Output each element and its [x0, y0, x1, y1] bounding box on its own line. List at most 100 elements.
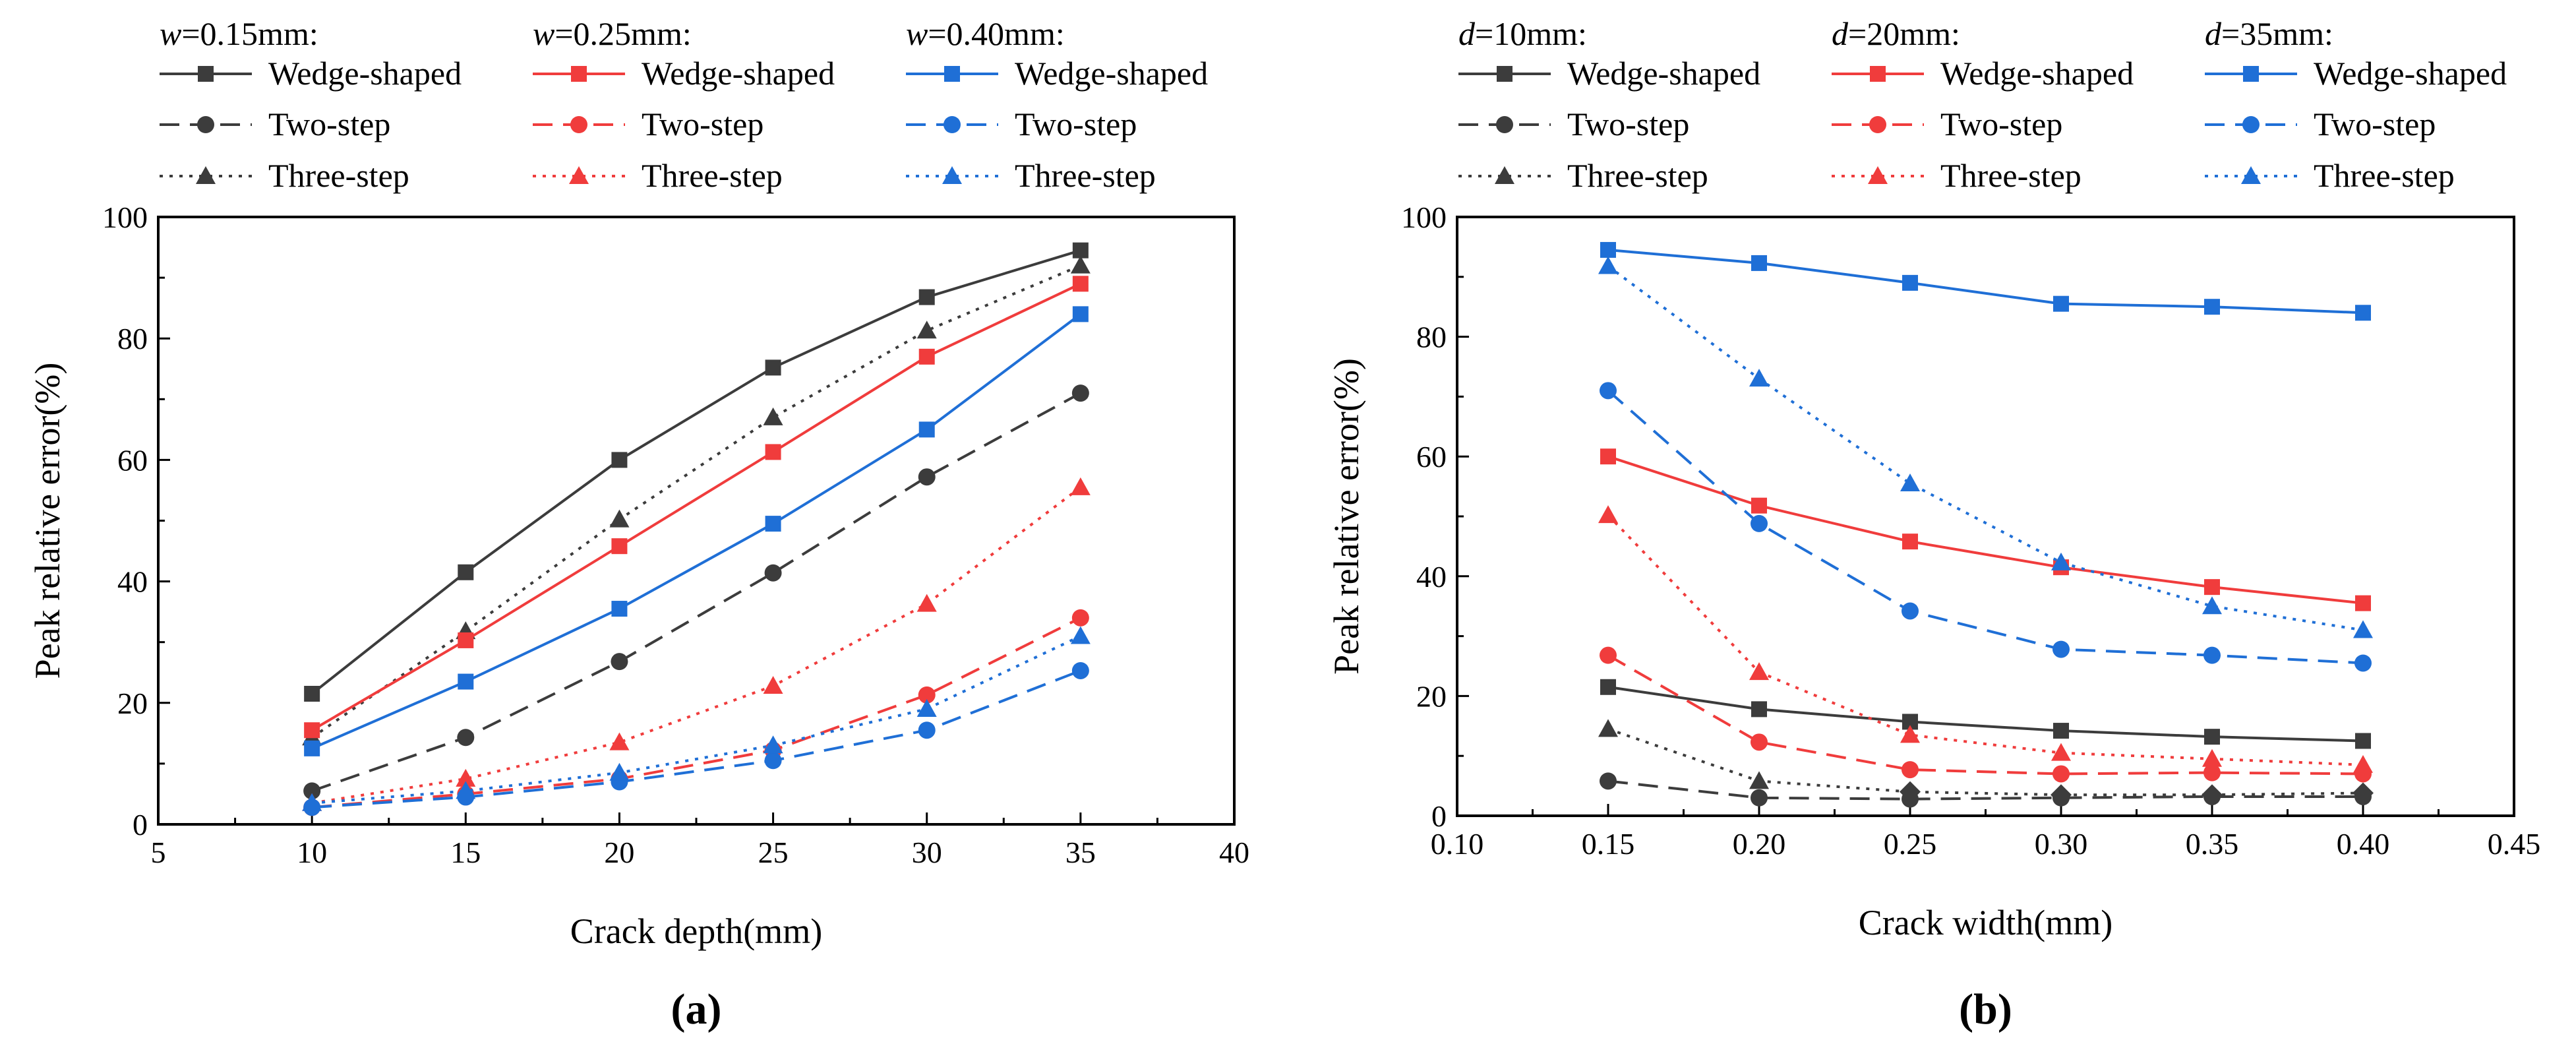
x-tick-label: 10	[297, 836, 327, 869]
data-point	[918, 289, 935, 305]
data-point	[916, 699, 937, 718]
y-tick-label: 80	[1416, 321, 1447, 354]
legend-entry: Three-step	[642, 157, 783, 194]
y-tick-label: 0	[1431, 799, 1447, 833]
series-1-solid	[1600, 448, 2371, 611]
data-point	[1900, 474, 1920, 492]
data-point	[1598, 256, 1618, 274]
data-point	[765, 516, 781, 532]
x-tick-label: 0.10	[1431, 827, 1484, 861]
series-line	[1607, 780, 2363, 801]
series-line	[312, 669, 1081, 809]
data-point	[1600, 772, 1617, 790]
legend-value: =35mm:	[2221, 15, 2333, 52]
x-tick-label: 0.25	[1884, 827, 1937, 861]
series-0-solid	[1600, 679, 2371, 749]
data-point	[304, 685, 320, 702]
series-1-dashed	[1600, 646, 2372, 783]
data-point	[457, 729, 475, 747]
legend-variable: w	[906, 15, 928, 52]
data-point	[2355, 733, 2371, 749]
legend-marker	[569, 166, 589, 184]
legend-entry: Two-step	[1567, 106, 1689, 142]
legend-value: =0.25mm:	[554, 15, 691, 52]
x-tick-label: 40	[1219, 836, 1249, 869]
data-point	[2053, 723, 2069, 739]
data-point	[609, 762, 630, 781]
x-tick-label: 20	[604, 836, 634, 869]
data-point	[2202, 749, 2222, 767]
data-point	[1751, 733, 1768, 751]
series-line	[311, 264, 1081, 739]
legend-marker	[1497, 66, 1513, 82]
x-tick-label: 30	[912, 836, 942, 869]
data-point	[458, 564, 474, 580]
x-tick-label: 0.35	[2186, 827, 2239, 861]
x-tick-label: 5	[151, 836, 166, 869]
y-tick-label: 40	[117, 565, 148, 599]
series-line	[1607, 514, 2364, 766]
legend-marker	[1868, 166, 1888, 184]
x-tick-label: 0.45	[2488, 827, 2541, 861]
data-point	[1902, 274, 1918, 291]
data-point	[1070, 626, 1091, 644]
series-0-dashed	[1600, 772, 2372, 808]
legend-group-heading: w=0.25mm:	[533, 15, 692, 52]
data-point	[1072, 306, 1089, 322]
y-tick-label: 20	[1416, 679, 1447, 713]
data-point	[1902, 534, 1918, 550]
data-point	[611, 601, 628, 617]
legend-marker	[571, 66, 587, 82]
legend-group-1: d=20mm:Wedge-shaped Two-step Three-step	[1832, 15, 2134, 194]
y-tick-label: 100	[102, 200, 148, 234]
legend-group-heading: w=0.40mm:	[906, 15, 1065, 52]
series-line	[1607, 248, 2364, 315]
data-point	[1902, 761, 1919, 779]
data-point	[763, 407, 783, 425]
data-point	[2353, 620, 2373, 638]
legend-marker	[196, 166, 216, 184]
legend-entry: Wedge-shaped	[642, 55, 835, 92]
series-2-dotted	[302, 626, 1091, 811]
data-point	[456, 768, 476, 787]
series-line	[311, 392, 1081, 793]
legend-marker	[944, 66, 960, 82]
data-point	[918, 421, 935, 438]
data-point	[1751, 701, 1767, 718]
legend-marker	[1495, 166, 1514, 184]
data-point	[764, 564, 782, 582]
legend-value: =0.40mm:	[928, 15, 1064, 52]
legend-marker	[570, 116, 587, 133]
legend-entry: Three-step	[1015, 157, 1156, 194]
data-point	[1600, 679, 1616, 695]
legend-entry: Two-step	[642, 106, 764, 142]
data-point	[1071, 609, 1089, 627]
data-point	[1600, 448, 1616, 465]
y-tick-label: 100	[1401, 200, 1447, 234]
series-line	[311, 282, 1081, 731]
legend-group-heading: d=35mm:	[2205, 15, 2333, 52]
data-point	[2053, 295, 2069, 312]
data-point	[765, 444, 781, 460]
data-point	[2202, 784, 2223, 806]
legend-value: =20mm:	[1848, 15, 1960, 52]
data-point	[303, 782, 321, 800]
x-axis-title: Crack width(mm)	[1859, 903, 2112, 942]
data-point	[2203, 764, 2221, 781]
y-axis-title: Peak relative error(%)	[28, 363, 67, 679]
data-point	[2052, 640, 2070, 658]
legend-variable: d	[1832, 15, 1849, 52]
series-2-dotted	[1598, 256, 2373, 638]
legend-entry: Two-step	[1015, 106, 1137, 142]
legend-entry: Three-step	[1940, 157, 2082, 194]
data-point	[1751, 497, 1767, 514]
data-point	[916, 321, 937, 339]
legend-value: =0.15mm:	[181, 15, 318, 52]
series-2-dashed	[303, 661, 1089, 816]
data-point	[765, 359, 781, 376]
series-2-solid	[1600, 241, 2371, 321]
data-point	[2353, 754, 2373, 773]
x-tick-label: 35	[1065, 836, 1096, 869]
data-point	[611, 538, 628, 555]
